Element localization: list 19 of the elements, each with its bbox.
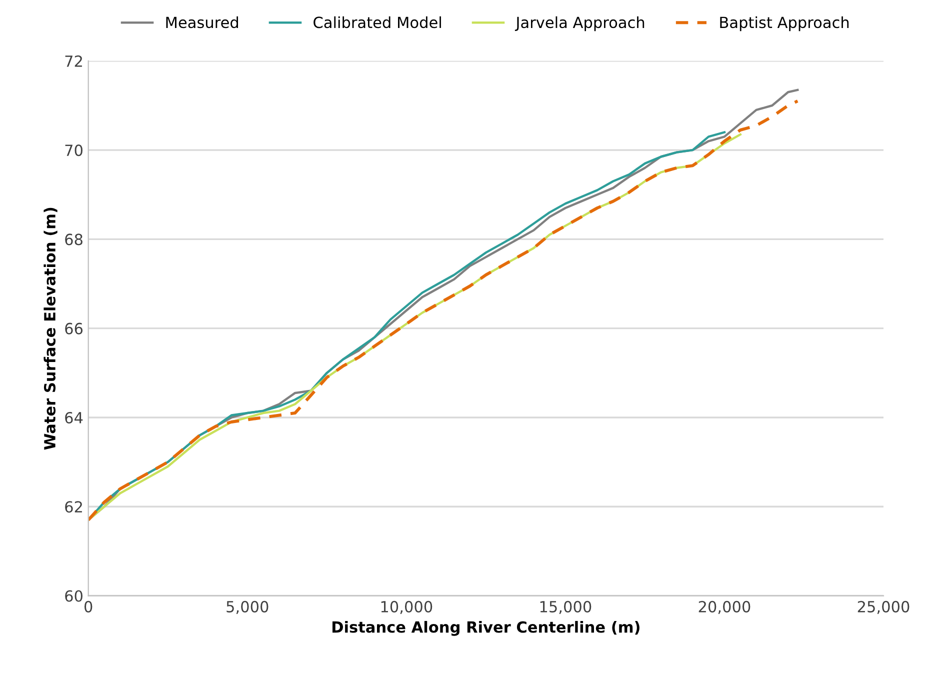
legend-label: Jarvela Approach bbox=[514, 16, 644, 32]
x-tick-label: 15,000 bbox=[540, 600, 592, 614]
x-tick-label: 25,000 bbox=[858, 600, 910, 614]
y-tick-label: 64 bbox=[65, 412, 83, 424]
y-tick-label: 68 bbox=[65, 234, 82, 246]
y-tick-label: 70 bbox=[65, 144, 82, 156]
x-tick-label: 5,000 bbox=[226, 600, 268, 614]
x-tick-label: 10,000 bbox=[381, 600, 432, 614]
x-tick-label: 0 bbox=[84, 600, 92, 612]
y-tick-label: 60 bbox=[65, 590, 82, 602]
legend-label: Measured bbox=[166, 16, 238, 28]
y-tick-label: 66 bbox=[65, 322, 83, 334]
x-tick-label: 20,000 bbox=[698, 600, 750, 614]
y-tick-label: 62 bbox=[65, 501, 82, 513]
y-tick-label: 72 bbox=[65, 55, 82, 67]
y-axis-title: Water Surface Elevation (m) bbox=[44, 208, 58, 450]
legend-label: Baptist Approach bbox=[720, 16, 849, 32]
x-axis-title: Distance Along River Centerline (m) bbox=[332, 620, 640, 636]
legend-label: Calibrated Model bbox=[314, 16, 441, 28]
